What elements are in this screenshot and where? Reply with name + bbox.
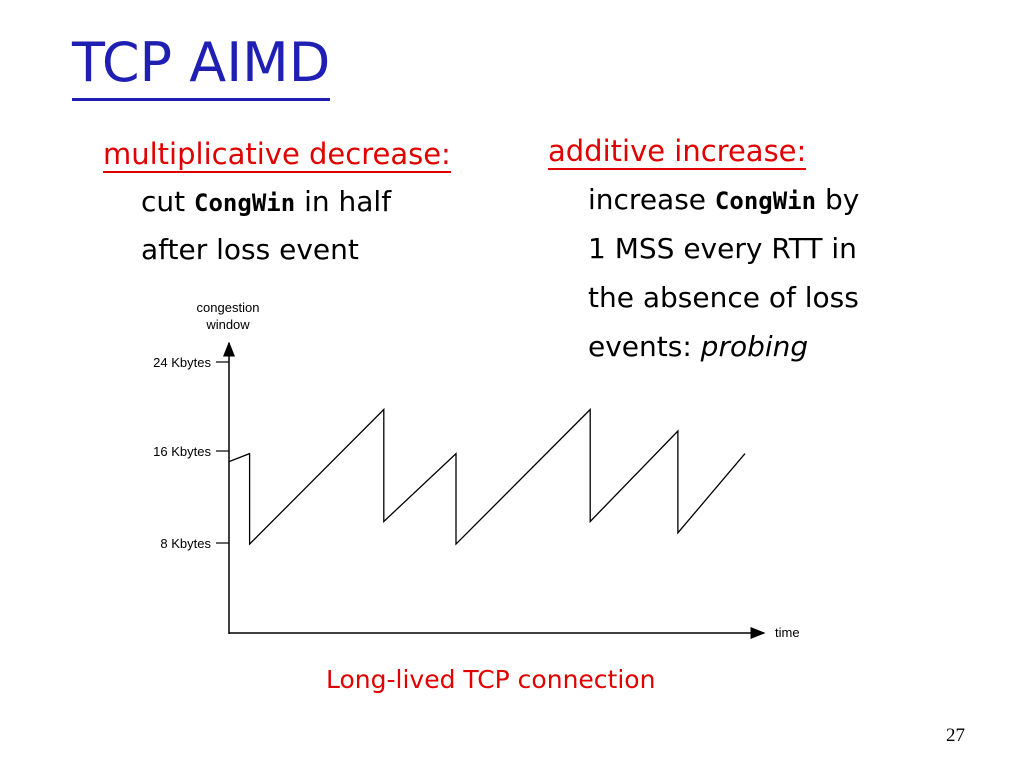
multiplicative-line-1: cut CongWin in half bbox=[141, 185, 391, 220]
text-fragment: by bbox=[816, 183, 860, 216]
y-axis-label-line1: congestion bbox=[197, 300, 260, 315]
diagram-caption: Long-lived TCP connection bbox=[326, 665, 656, 694]
multiplicative-line-2: after loss event bbox=[141, 233, 359, 266]
tick-label-16kb: 16 Kbytes bbox=[153, 444, 211, 459]
additive-increase-heading: additive increase: bbox=[548, 134, 807, 170]
text-fragment: increase bbox=[588, 183, 715, 216]
congestion-window-sawtooth bbox=[228, 407, 746, 546]
probing-emphasis: probing bbox=[700, 330, 809, 363]
page-number: 27 bbox=[946, 725, 965, 746]
y-axis-label-line2: window bbox=[205, 317, 250, 332]
additive-line-4: events: probing bbox=[588, 330, 808, 364]
slide-title: TCP AIMD bbox=[72, 28, 331, 101]
text-fragment: events: bbox=[588, 330, 701, 363]
congwin-code: CongWin bbox=[194, 189, 296, 217]
additive-line-2: 1 MSS every RTT in bbox=[588, 232, 857, 265]
tick-label-24kb: 24 Kbytes bbox=[153, 355, 211, 370]
multiplicative-decrease-heading: multiplicative decrease: bbox=[103, 137, 451, 173]
tick-label-8kb: 8 Kbytes bbox=[160, 536, 211, 551]
x-axis-label: time bbox=[775, 625, 800, 640]
text-fragment: in half bbox=[295, 185, 392, 218]
additive-line-3: the absence of loss bbox=[588, 281, 859, 314]
text-fragment: cut bbox=[141, 185, 195, 218]
additive-line-1: increase CongWin by bbox=[588, 183, 859, 218]
congwin-code: CongWin bbox=[714, 187, 817, 215]
